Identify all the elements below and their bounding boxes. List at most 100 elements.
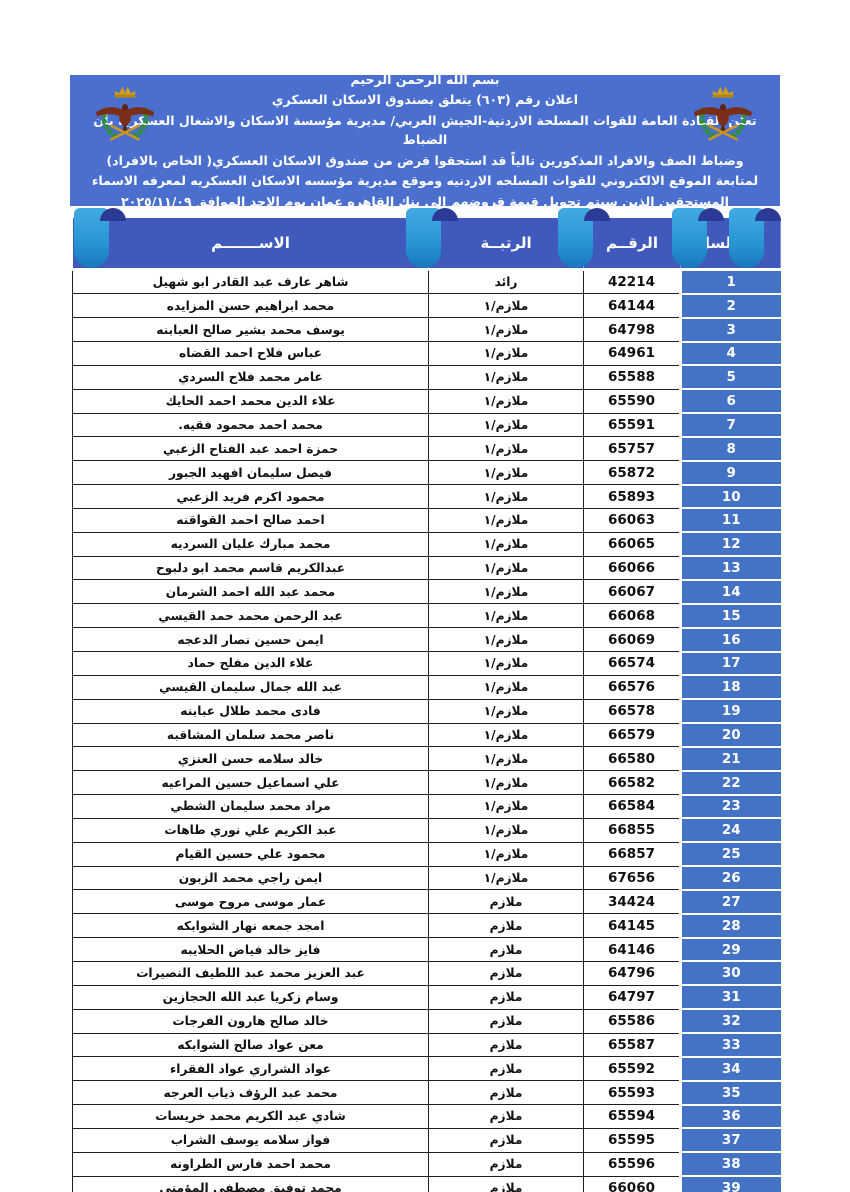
table-row: 15 66068 ملازم/١ عبد الرحمن محمد حمد الق… bbox=[72, 602, 781, 629]
name-cell: محمد توفيق مصطفى المؤمني bbox=[72, 1175, 429, 1192]
number-cell: 65757 bbox=[583, 436, 681, 462]
name-cell: فواز سلامه يوسف الشراب bbox=[72, 1127, 429, 1153]
armed-forces-emblem-icon bbox=[693, 86, 753, 142]
rank-cell: ملازم/١ bbox=[428, 293, 584, 319]
table-row: 27 34424 ملازم عمار موسى مروح موسى bbox=[72, 888, 781, 915]
name-cell: عمار موسى مروح موسى bbox=[72, 889, 429, 915]
name-cell: فايز خالد فياض الحلايبه bbox=[72, 937, 429, 962]
serial-cell: 2 bbox=[679, 292, 781, 319]
table-row: 12 66065 ملازم/١ محمد مبارك عليان السردي… bbox=[72, 531, 781, 558]
number-cell: 64145 bbox=[583, 913, 681, 939]
number-cell: 65594 bbox=[583, 1104, 681, 1129]
number-cell: 65587 bbox=[583, 1032, 681, 1058]
rank-cell: ملازم/١ bbox=[428, 698, 584, 724]
serial-cell: 16 bbox=[679, 626, 781, 653]
name-cell: فادى محمد طلال عبابنه bbox=[72, 698, 429, 724]
rank-cell: ملازم bbox=[428, 913, 584, 939]
number-cell: 66579 bbox=[583, 722, 681, 748]
serial-cell: 5 bbox=[679, 364, 781, 391]
serial-cell: 17 bbox=[679, 650, 781, 677]
number-cell: 67656 bbox=[583, 865, 681, 891]
table-row: 36 65594 ملازم شادي عبد الكريم محمد خريس… bbox=[72, 1103, 781, 1130]
table-header-row: التسلسل الرقــم الرتبــة الاســـــــم bbox=[72, 218, 781, 271]
serial-cell: 30 bbox=[679, 960, 781, 987]
number-cell: 65595 bbox=[583, 1127, 681, 1153]
table-row: 26 67656 ملازم/١ ايمن راجي محمد الزبون bbox=[72, 865, 781, 891]
number-cell: 66574 bbox=[583, 651, 681, 676]
serial-cell: 6 bbox=[679, 388, 781, 415]
serial-cell: 31 bbox=[679, 984, 781, 1011]
number-cell: 65590 bbox=[583, 388, 681, 414]
rank-cell: ملازم bbox=[428, 1127, 584, 1153]
loan-list-table-zone: التسلسل الرقــم الرتبــة الاســـــــم 1 … bbox=[72, 208, 781, 1192]
number-cell: 65593 bbox=[583, 1080, 681, 1106]
serial-cell: 12 bbox=[679, 531, 781, 558]
column-header-serial: التسلسل bbox=[680, 218, 781, 271]
number-cell: 65592 bbox=[583, 1056, 681, 1082]
serial-cell: 36 bbox=[679, 1103, 781, 1130]
table-row: 17 66574 ملازم/١ علاء الدين مفلح حماد bbox=[72, 650, 781, 677]
table-row: 6 65590 ملازم/١ علاء الدين محمد احمد الح… bbox=[72, 388, 781, 415]
number-cell: 66069 bbox=[583, 627, 681, 652]
table-row: 19 66578 ملازم/١ فادى محمد طلال عبابنه bbox=[72, 698, 781, 725]
serial-cell: 18 bbox=[679, 674, 781, 701]
column-header-rank: الرتبــة bbox=[428, 218, 584, 271]
number-cell: 34424 bbox=[583, 889, 681, 915]
serial-cell: 29 bbox=[679, 936, 781, 963]
rank-cell: ملازم bbox=[428, 1151, 584, 1177]
rank-cell: ملازم/١ bbox=[428, 841, 584, 867]
serial-cell: 35 bbox=[679, 1079, 781, 1106]
number-cell: 65893 bbox=[583, 484, 681, 509]
rank-cell: ملازم bbox=[428, 1056, 584, 1082]
rank-cell: ملازم/١ bbox=[428, 388, 584, 414]
number-cell: 65596 bbox=[583, 1151, 681, 1177]
name-cell: محمد احمد محمود فقيه. bbox=[72, 412, 429, 438]
table-row: 25 66857 ملازم/١ محمود علي حسين القيام bbox=[72, 841, 781, 868]
rank-cell: ملازم/١ bbox=[428, 555, 584, 581]
number-cell: 64797 bbox=[583, 984, 681, 1010]
name-cell: امجد جمعه نهار الشوابكه bbox=[72, 913, 429, 939]
name-cell: مراد محمد سليمان الشطي bbox=[72, 794, 429, 819]
rank-cell: ملازم/١ bbox=[428, 364, 584, 390]
table-row: 24 66855 ملازم/١ عبد الكريم علي نوري طاه… bbox=[72, 817, 781, 844]
name-cell: علي اسماعيل حسين المراعيه bbox=[72, 770, 429, 796]
name-cell: علاء الدين محمد احمد الحايك bbox=[72, 388, 429, 414]
name-cell: يوسف محمد بشير صالح العبابنه bbox=[72, 317, 429, 343]
name-cell: عباس فلاح احمد القضاه bbox=[72, 341, 429, 366]
serial-cell: 39 bbox=[679, 1175, 781, 1192]
number-cell: 64796 bbox=[583, 960, 681, 986]
table-row: 38 65596 ملازم محمد احمد فارس الطراونه bbox=[72, 1151, 781, 1178]
serial-cell: 24 bbox=[679, 817, 781, 844]
rank-cell: ملازم/١ bbox=[428, 317, 584, 343]
number-cell: 65586 bbox=[583, 1008, 681, 1034]
table-row: 22 66582 ملازم/١ علي اسماعيل حسين المراع… bbox=[72, 769, 781, 796]
serial-cell: 27 bbox=[679, 888, 781, 915]
number-cell: 66857 bbox=[583, 841, 681, 867]
number-cell: 66855 bbox=[583, 817, 681, 843]
rank-cell: ملازم/١ bbox=[428, 531, 584, 557]
serial-cell: 13 bbox=[679, 555, 781, 581]
table-row: 8 65757 ملازم/١ حمزة احمد عبد الفتاح الز… bbox=[72, 435, 781, 462]
rank-cell: ملازم/١ bbox=[428, 603, 584, 629]
table-row: 23 66584 ملازم/١ مراد محمد سليمان الشطي bbox=[72, 793, 781, 820]
table-row: 29 64146 ملازم فايز خالد فياض الحلايبه bbox=[72, 936, 781, 963]
serial-cell: 8 bbox=[679, 435, 781, 462]
serial-cell: 1 bbox=[679, 268, 781, 295]
rank-cell: ملازم bbox=[428, 1032, 584, 1058]
rank-cell: ملازم/١ bbox=[428, 651, 584, 676]
name-cell: عبد الكريم علي نوري طاهات bbox=[72, 817, 429, 843]
announcement-body-line-1: تعلن القيادة العامة للقوات المسلحة الارد… bbox=[93, 112, 757, 148]
rank-cell: ملازم/١ bbox=[428, 794, 584, 819]
rank-cell: ملازم/١ bbox=[428, 460, 584, 486]
name-cell: عبد العزيز محمد عبد اللطيف النصيرات bbox=[72, 960, 429, 986]
rank-cell: ملازم bbox=[428, 1008, 584, 1034]
table-row: 10 65893 ملازم/١ محمود اكرم فريد الزعبي bbox=[72, 483, 781, 510]
announcement-body-line-3: لمتابعة الموقع الالكتروني للقوات المسلحه… bbox=[91, 173, 759, 189]
name-cell: وسام زكريا عبد الله الحجازين bbox=[72, 984, 429, 1010]
number-cell: 64146 bbox=[583, 937, 681, 962]
rank-cell: ملازم/١ bbox=[428, 722, 584, 748]
serial-cell: 3 bbox=[679, 316, 781, 343]
basmala-line: بسم الله الرحمن الرحيم bbox=[350, 71, 500, 87]
rank-cell: ملازم bbox=[428, 1104, 584, 1129]
loan-list-table: التسلسل الرقــم الرتبــة الاســـــــم 1 … bbox=[72, 218, 781, 1192]
